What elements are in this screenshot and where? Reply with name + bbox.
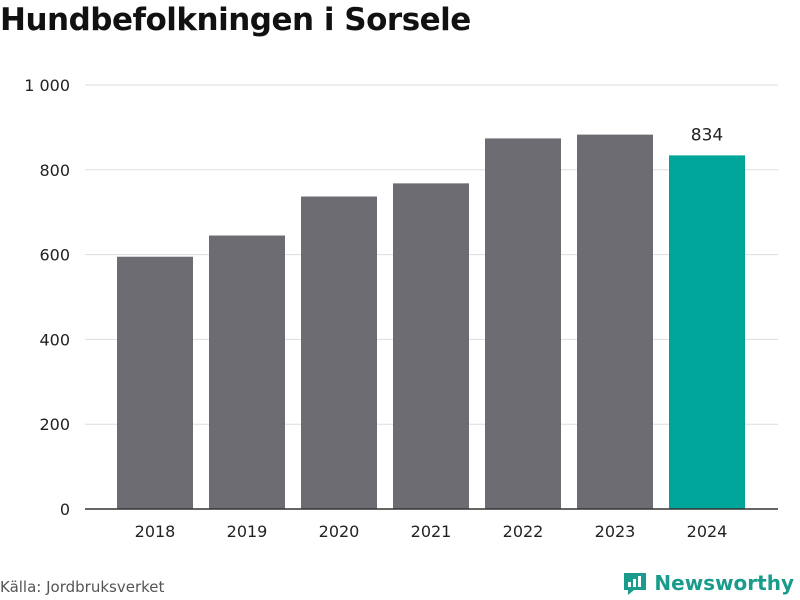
brand-logo: Newsworthy [622, 570, 794, 596]
x-tick-label: 2018 [135, 522, 176, 541]
x-tick-label: 2019 [227, 522, 268, 541]
bar [669, 155, 745, 509]
bar [485, 138, 561, 509]
x-tick-label: 2024 [687, 522, 728, 541]
source-note: Källa: Jordbruksverket [0, 578, 165, 596]
brand-name: Newsworthy [654, 571, 794, 595]
y-tick-label: 200 [39, 415, 70, 434]
data-label: 834 [691, 125, 723, 145]
y-tick-label: 600 [39, 246, 70, 265]
data-labels: 834 [691, 125, 723, 145]
y-tick-label: 1 000 [24, 76, 70, 95]
newsworthy-logo-icon [624, 573, 647, 595]
bar [117, 256, 193, 509]
y-tick-label: 0 [60, 500, 70, 519]
x-axis: 2018 2019 2020 2021 2022 2023 2024 [85, 508, 778, 541]
bar [577, 134, 653, 509]
chart-title: Hundbefolkningen i Sorsele [0, 2, 471, 38]
bar [393, 183, 469, 510]
x-tick-label: 2023 [595, 522, 636, 541]
x-tick-label: 2022 [503, 522, 544, 541]
y-tick-label: 400 [39, 330, 70, 349]
bars [117, 134, 745, 510]
y-tick-label: 800 [39, 161, 70, 180]
x-tick-label: 2020 [319, 522, 360, 541]
y-axis: 0 200 400 600 800 1 000 [24, 76, 70, 519]
x-tick-label: 2021 [411, 522, 452, 541]
bar [301, 196, 377, 509]
bar [209, 235, 285, 509]
